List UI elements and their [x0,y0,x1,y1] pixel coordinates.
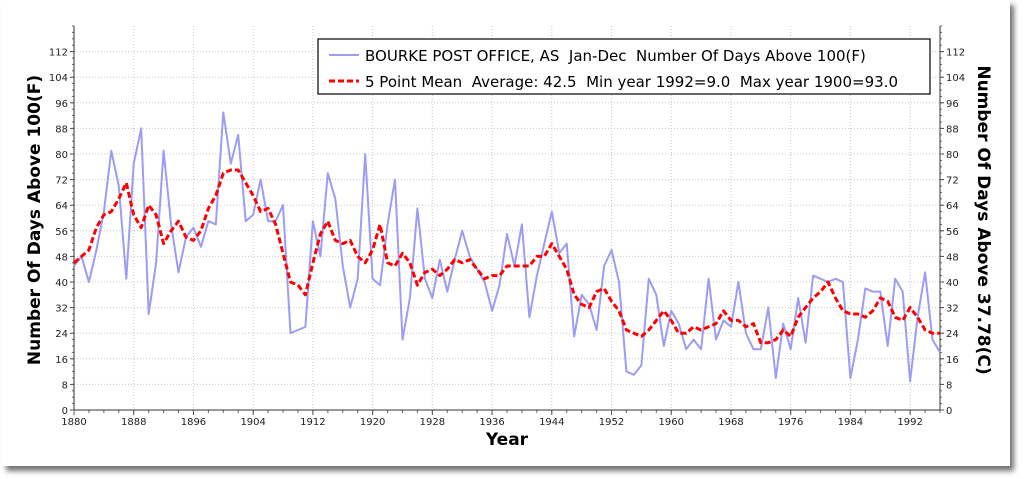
x-tick-label: 1976 [778,417,803,428]
y-tick-label-left: 56 [55,227,68,238]
y-tick-label-left: 96 [55,99,68,110]
x-tick-label: 1952 [599,417,624,428]
y-tick-label-left: 48 [55,252,68,263]
y-tick-label-left: 16 [55,355,68,366]
y-tick-label-right: 16 [946,355,959,366]
y-tick-label-left: 104 [49,73,68,84]
y-tick-label-right: 48 [946,252,959,263]
y-tick-label-left: 64 [55,201,68,212]
x-tick-label: 1896 [181,417,206,428]
y-tick-label-right: 88 [946,124,959,135]
y-tick-label-right: 56 [946,227,959,238]
legend-label-observed: BOURKE POST OFFICE, AS Jan-Dec Number Of… [365,47,866,65]
x-tick-label: 1888 [121,417,146,428]
series-line-observed [73,111,941,383]
x-tick-label: 1992 [897,417,922,428]
series [73,111,941,383]
y-tick-label-left: 112 [49,48,68,59]
y-tick-label-right: 8 [946,380,952,391]
y-tick-label-left: 24 [55,329,68,340]
x-tick-label: 1968 [718,417,743,428]
x-tick-label: 1984 [838,417,863,428]
y-tick-label-left: 72 [55,176,68,187]
y-tick-label-right: 0 [946,406,952,417]
y-tick-label-right: 96 [946,99,959,110]
y-tick-label-left: 88 [55,124,68,135]
x-tick-label: 1920 [360,417,385,428]
y-tick-label-left: 80 [55,150,68,161]
x-axis-label: Year [485,430,529,450]
legend-label-mean: 5 Point Mean Average: 42.5 Min year 1992… [365,73,898,91]
y-tick-label-right: 40 [946,278,959,289]
y-tick-label-right: 80 [946,150,959,161]
x-tick-label: 1936 [479,417,504,428]
y-tick-label-left: 40 [55,278,68,289]
y-tick-label-left: 32 [55,304,68,315]
y-tick-label-right: 72 [946,176,959,187]
y-tick-label-right: 104 [946,73,965,84]
y-axis-label-right: Number Of Days Above 37.78(C) [973,65,993,374]
y-tick-label-left: 8 [62,380,68,391]
series-line-5pt-mean [73,168,940,345]
x-tick-label: 1912 [300,417,325,428]
y-tick-label-left: 0 [62,406,68,417]
legend-box [317,38,931,95]
x-tick-label: 1944 [539,417,564,428]
y-tick-label-right: 112 [946,48,965,59]
x-tick-label: 1880 [61,417,86,428]
x-tick-label: 1960 [659,417,684,428]
x-tick-label: 1928 [420,417,445,428]
y-tick-label-right: 24 [946,329,959,340]
y-tick-label-right: 32 [946,304,959,315]
y-axis-label-left: Number Of Days Above 100(F) [25,75,45,365]
x-tick-label: 1904 [240,417,265,428]
chart-card: 0 0 8 8 16 16 24 24 32 32 40 40 48 48 56 56 64 64 72 72 80 80… [2,0,1010,466]
y-tick-label-right: 64 [946,201,959,212]
